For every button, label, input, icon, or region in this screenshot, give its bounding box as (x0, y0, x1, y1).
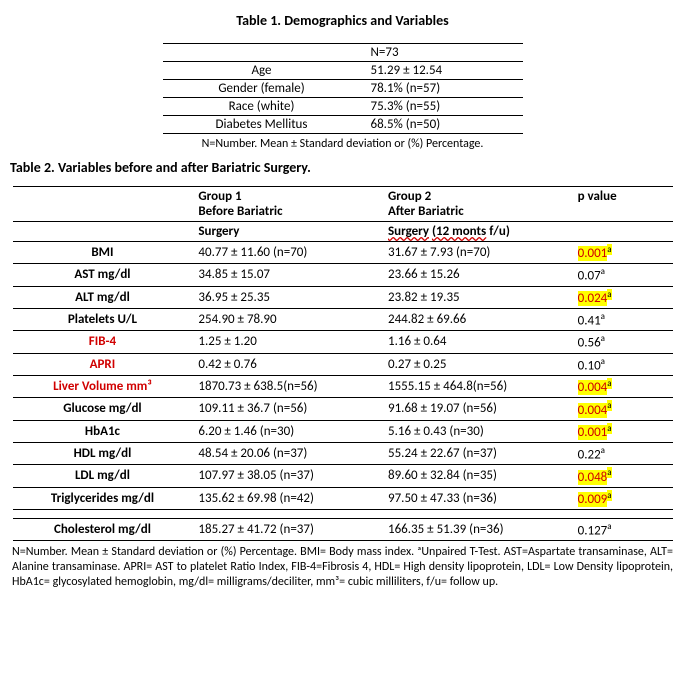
row-label: HbA1c (13, 420, 193, 442)
row-label: Age (163, 62, 361, 80)
row-label: BMI (13, 242, 193, 264)
table-row: Platelets U/L254.90 ± 78.90244.82 ± 69.6… (13, 308, 673, 330)
table2-footnote: N=Number. Mean ± Standard deviation or (… (12, 545, 673, 590)
table-row: AST mg/dl34.85 ± 15.0723.66 ± 15.260.07a (13, 264, 673, 286)
p-value: 0.07a (572, 264, 673, 286)
group2-value: 31.67 ± 7.93 (n=70) (382, 242, 572, 264)
group1-value: 107.97 ± 38.05 (n=37) (192, 465, 382, 487)
table-row: ALT mg/dl36.95 ± 25.3523.82 ± 19.350.024… (13, 286, 673, 308)
row-label: Triglycerides mg/dl (13, 487, 193, 509)
table-row: BMI40.77 ± 11.60 (n=70)31.67 ± 7.93 (n=7… (13, 242, 673, 264)
row-label: APRI (13, 353, 193, 375)
table-row: Cholesterol mg/dl185.27 ± 41.72 (n=37)16… (13, 518, 673, 540)
row-value: 68.5% (n=50) (361, 116, 523, 134)
p-value: 0.024a (572, 286, 673, 308)
group1-value: 40.77 ± 11.60 (n=70) (192, 242, 382, 264)
table-row: HDL mg/dl48.54 ± 20.06 (n=37)55.24 ± 22.… (13, 442, 673, 464)
group1-value: 34.85 ± 15.07 (192, 264, 382, 286)
table-row: Liver Volume mm³1870.73 ± 638.5(n=56)155… (13, 375, 673, 397)
group2-value: 244.82 ± 69.66 (382, 308, 572, 330)
group2-value: 1.16 ± 0.64 (382, 331, 572, 353)
row-label: Liver Volume mm³ (13, 375, 193, 397)
table2-title: Table 2. Variables before and after Bari… (10, 159, 675, 176)
group2-value: 97.50 ± 47.33 (n=36) (382, 487, 572, 509)
row-label: Glucose mg/dl (13, 398, 193, 420)
group2-value: 1555.15 ± 464.8(n=56) (382, 375, 572, 397)
row-value: 78.1% (n=57) (361, 80, 523, 98)
table-row: FIB-41.25 ± 1.201.16 ± 0.640.56a (13, 331, 673, 353)
table-row: HbA1c6.20 ± 1.46 (n=30)5.16 ± 0.43 (n=30… (13, 420, 673, 442)
group1-value: 1.25 ± 1.20 (192, 331, 382, 353)
row-label: FIB-4 (13, 331, 193, 353)
t2-head-g1-line3: Surgery (192, 222, 382, 242)
p-value: 0.001a (572, 420, 673, 442)
group2-value: 89.60 ± 32.84 (n=35) (382, 465, 572, 487)
group2-value: 166.35 ± 51.39 (n=36) (382, 518, 572, 540)
t2-head-g2: Group 2 After Bariatric (382, 187, 572, 222)
table1-header-n: N=73 (361, 44, 523, 62)
table-gap-row (13, 509, 673, 518)
p-value: 0.001a (572, 242, 673, 264)
p-value: 0.004a (572, 398, 673, 420)
table-row: Age51.29 ± 12.54 (163, 62, 523, 80)
group1-value: 36.95 ± 25.35 (192, 286, 382, 308)
table-row: APRI0.42 ± 0.760.27 ± 0.250.10a (13, 353, 673, 375)
p-value: 0.10a (572, 353, 673, 375)
group1-value: 48.54 ± 20.06 (n=37) (192, 442, 382, 464)
t2-head-g2-line2: Surgery (12 monts f/u) (382, 222, 572, 242)
p-value: 0.009a (572, 487, 673, 509)
row-value: 75.3% (n=55) (361, 98, 523, 116)
group1-value: 1870.73 ± 638.5(n=56) (192, 375, 382, 397)
table-row: Gender (female)78.1% (n=57) (163, 80, 523, 98)
p-value: 0.048a (572, 465, 673, 487)
group1-value: 185.27 ± 41.72 (n=37) (192, 518, 382, 540)
row-label: LDL mg/dl (13, 465, 193, 487)
row-label: Gender (female) (163, 80, 361, 98)
table-row: Race (white)75.3% (n=55) (163, 98, 523, 116)
group2-value: 5.16 ± 0.43 (n=30) (382, 420, 572, 442)
table-row: LDL mg/dl107.97 ± 38.05 (n=37)89.60 ± 32… (13, 465, 673, 487)
p-value: 0.004a (572, 375, 673, 397)
row-label: Race (white) (163, 98, 361, 116)
row-label: HDL mg/dl (13, 442, 193, 464)
group1-value: 109.11 ± 36.7 (n=56) (192, 398, 382, 420)
group2-value: 0.27 ± 0.25 (382, 353, 572, 375)
table-row: Diabetes Mellitus68.5% (n=50) (163, 116, 523, 134)
t2-head-p: p value (572, 187, 673, 222)
p-value: 0.56a (572, 331, 673, 353)
row-label: Cholesterol mg/dl (13, 518, 193, 540)
group2-value: 91.68 ± 19.07 (n=56) (382, 398, 572, 420)
group1-value: 0.42 ± 0.76 (192, 353, 382, 375)
group2-value: 23.82 ± 19.35 (382, 286, 572, 308)
row-value: 51.29 ± 12.54 (361, 62, 523, 80)
row-label: Platelets U/L (13, 308, 193, 330)
group1-value: 6.20 ± 1.46 (n=30) (192, 420, 382, 442)
row-label: AST mg/dl (13, 264, 193, 286)
table1-footnote: N=Number. Mean ± Standard deviation or (… (10, 137, 675, 151)
table2: Group 1 Before Bariatric Group 2 After B… (13, 186, 673, 541)
table1-title: Table 1. Demographics and Variables (10, 12, 675, 29)
table-row: Triglycerides mg/dl135.62 ± 69.98 (n=42)… (13, 487, 673, 509)
p-value: 0.22a (572, 442, 673, 464)
p-value: 0.41a (572, 308, 673, 330)
table-row: Glucose mg/dl109.11 ± 36.7 (n=56)91.68 ±… (13, 398, 673, 420)
table1: N=73 Age51.29 ± 12.54Gender (female)78.1… (163, 43, 523, 134)
row-label: ALT mg/dl (13, 286, 193, 308)
group1-value: 135.62 ± 69.98 (n=42) (192, 487, 382, 509)
row-label: Diabetes Mellitus (163, 116, 361, 134)
group2-value: 23.66 ± 15.26 (382, 264, 572, 286)
group2-value: 55.24 ± 22.67 (n=37) (382, 442, 572, 464)
p-value: 0.127a (572, 518, 673, 540)
t2-head-g1: Group 1 Before Bariatric (192, 187, 382, 222)
group1-value: 254.90 ± 78.90 (192, 308, 382, 330)
